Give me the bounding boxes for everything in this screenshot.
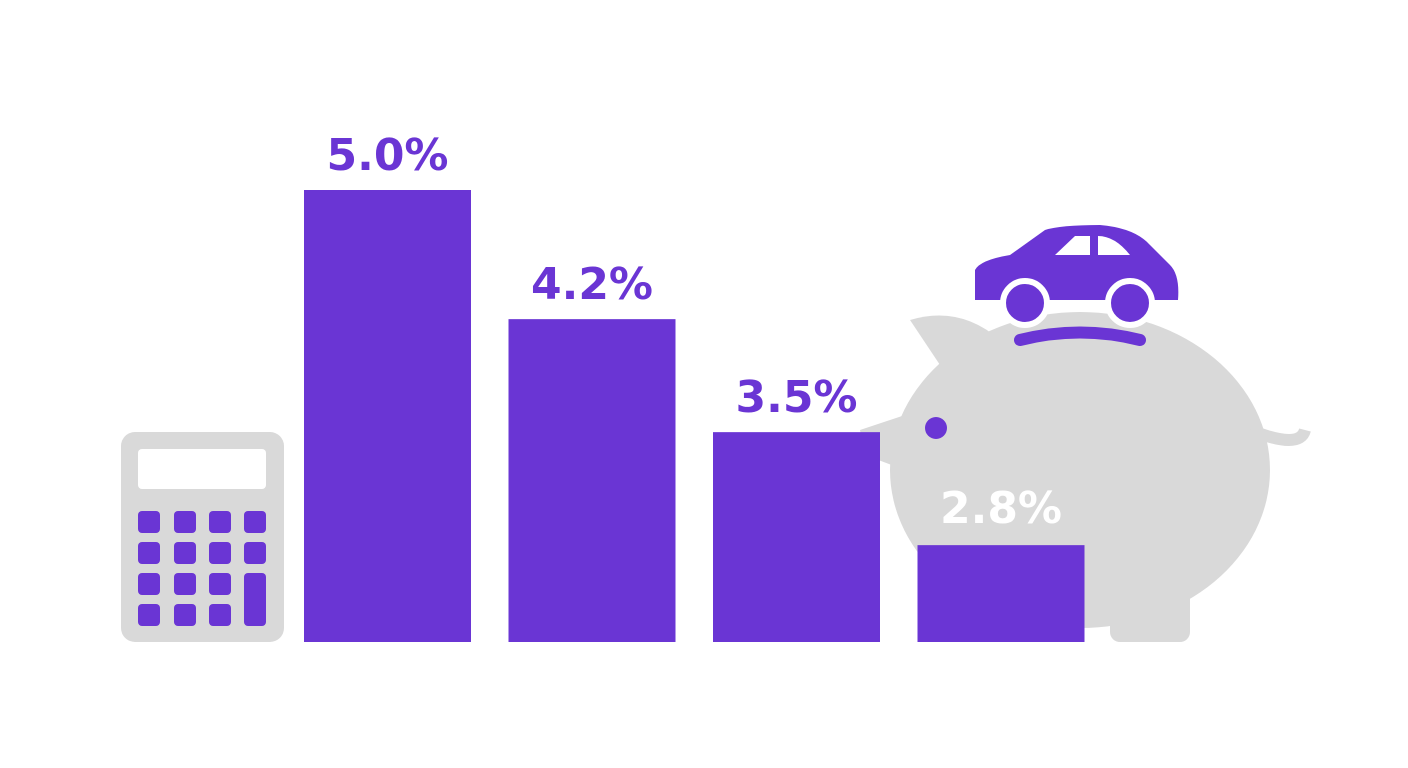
value-label: 5.0% xyxy=(326,130,448,181)
bar xyxy=(508,319,676,642)
bar xyxy=(713,432,880,642)
calculator-icon xyxy=(121,432,284,642)
value-label: 4.2% xyxy=(531,259,653,310)
value-label: 3.5% xyxy=(735,372,857,423)
bar xyxy=(917,545,1085,642)
bar xyxy=(304,190,471,642)
car-icon xyxy=(975,225,1179,328)
value-label: 2.8% xyxy=(940,483,1062,534)
